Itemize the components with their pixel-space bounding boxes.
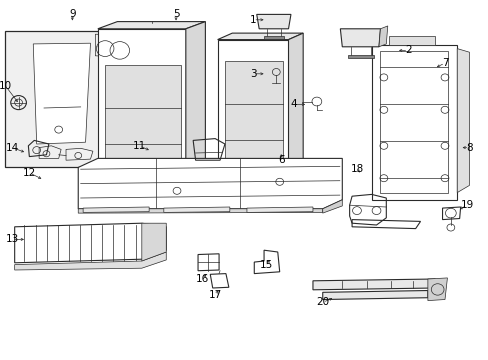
- Polygon shape: [322, 200, 342, 213]
- Polygon shape: [15, 223, 166, 263]
- Polygon shape: [322, 291, 427, 300]
- Text: 17: 17: [208, 290, 222, 300]
- Polygon shape: [427, 278, 447, 301]
- Text: 1: 1: [249, 15, 256, 25]
- Text: 2: 2: [404, 45, 411, 55]
- Polygon shape: [15, 252, 166, 270]
- Text: 3: 3: [249, 69, 256, 79]
- Text: 13: 13: [5, 234, 19, 244]
- Polygon shape: [246, 207, 312, 212]
- Polygon shape: [340, 29, 380, 47]
- Bar: [5, 31, 139, 167]
- Polygon shape: [33, 43, 90, 144]
- Text: 7: 7: [441, 58, 447, 68]
- Text: 12: 12: [22, 168, 36, 178]
- Polygon shape: [456, 49, 468, 193]
- Text: 19: 19: [459, 200, 473, 210]
- Text: 8: 8: [465, 143, 472, 153]
- Polygon shape: [142, 223, 166, 261]
- Polygon shape: [185, 22, 205, 211]
- Polygon shape: [163, 207, 229, 212]
- Polygon shape: [264, 36, 283, 39]
- Polygon shape: [288, 33, 303, 200]
- Polygon shape: [312, 279, 434, 290]
- Text: 10: 10: [0, 81, 12, 91]
- Text: 16: 16: [196, 274, 209, 284]
- Polygon shape: [378, 26, 387, 47]
- Polygon shape: [98, 29, 185, 211]
- Polygon shape: [105, 65, 181, 184]
- Text: 6: 6: [277, 155, 284, 165]
- Polygon shape: [388, 36, 434, 45]
- Polygon shape: [347, 55, 373, 58]
- Polygon shape: [83, 207, 149, 212]
- Polygon shape: [98, 22, 205, 29]
- Text: 15: 15: [259, 260, 273, 270]
- Polygon shape: [224, 61, 282, 176]
- Text: 14: 14: [5, 143, 19, 153]
- Polygon shape: [78, 209, 322, 213]
- Polygon shape: [217, 40, 288, 200]
- Text: 11: 11: [132, 141, 146, 151]
- Polygon shape: [256, 14, 290, 29]
- Text: 20: 20: [316, 297, 328, 307]
- Polygon shape: [371, 45, 456, 200]
- Text: 18: 18: [349, 164, 363, 174]
- Polygon shape: [217, 33, 303, 40]
- Text: 5: 5: [172, 9, 179, 19]
- Text: 4: 4: [289, 99, 296, 109]
- Polygon shape: [78, 158, 342, 209]
- Text: 9: 9: [69, 9, 76, 19]
